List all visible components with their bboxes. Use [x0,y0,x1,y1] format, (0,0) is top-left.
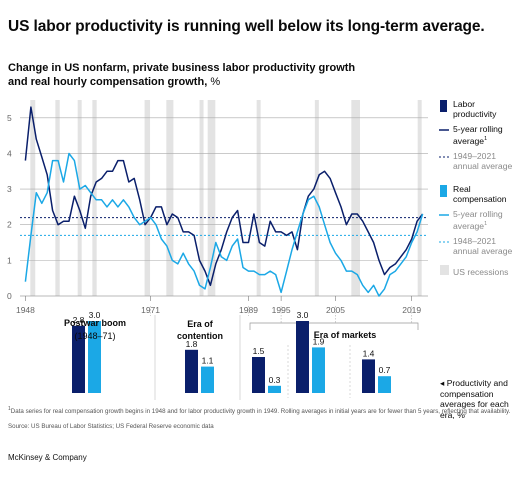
era-bar-contention-compensation [201,366,214,393]
legend-comp-avg-sup: 1 [484,221,488,227]
legend-labor-heading: Labor productivity [453,99,496,119]
era-value-label-markets3-1: 0.7 [379,365,391,375]
era-bar-charts: 2.8 3.0 1.8 1.1 1.5 0.3 3.0 1.9 1.4 0.7 [72,306,419,400]
legend-comp-heading-line1: Real [453,184,471,194]
era-bar-markets3-productivity [362,359,375,393]
era-contention-line1: Era of [187,319,213,329]
legend-swatches [439,100,449,275]
era-postwar-range: (1948–71) [74,331,116,341]
era-postwar-title: Postwar boom [63,318,126,328]
legend-comp-avg-line2: average [453,220,485,231]
era-value-label-markets2-0: 3.0 [297,310,309,320]
legend-labor-heading-line1: Labor [453,99,475,109]
recession-band-8 [256,100,261,296]
recession-band-5 [166,100,174,296]
era-value-label-postwar-0: 2.8 [73,315,85,325]
y-tick-label-5: 5 [7,113,12,123]
recession-band-2 [77,100,82,296]
chart-title: US labor productivity is running well be… [8,18,485,35]
era-value-label-markets3-0: 1.4 [363,348,375,358]
chart-subtitle-line1: Change in US nonfarm, private business l… [8,62,356,74]
y-tick-label-3: 3 [7,184,12,194]
legend-labor-avg-line2: average [453,135,485,146]
era-value-label-contention-0: 1.8 [186,339,198,349]
legend-comp-ref-line1: 1948–2021 [453,236,497,246]
era-bar-markets1-compensation [268,385,281,393]
legend-comp-heading-line2: compensation [453,194,507,204]
legend-labor-avg: 5-year rolling average1 [453,124,503,146]
y-tick-label-2: 2 [7,220,12,230]
legend-labor-ref: 1949–2021 annual average [453,151,512,171]
legend-comp-ref-line2: annual average [453,246,513,256]
y-tick-label-1: 1 [7,255,12,265]
recession-band-4 [144,100,151,296]
era-value-label-markets2-1: 1.9 [313,336,325,346]
era-bar-markets1-productivity [252,357,265,393]
legend-swatch-compensation [440,185,447,197]
legend-swatch-recession [440,265,449,275]
chart-subtitle-line2: and real hourly compensation growth, % [8,76,220,88]
era-bar-markets2-compensation [312,347,325,393]
y-tick-label-0: 0 [7,291,12,301]
legend-comp-avg: 5-year rolling average1 [453,209,503,231]
era-bar-markets3-compensation [378,376,391,393]
legend-recessions: US recessions [453,267,509,277]
era-value-label-markets1-1: 0.3 [269,375,281,385]
recession-band-10 [351,100,360,296]
era-markets-title: Era of markets [313,330,377,340]
y-axis-ticks: 0 1 2 3 4 5 [7,113,12,301]
legend-comp-heading: Real compensation [453,184,507,204]
legend-comp-ref: 1948–2021 annual average [453,236,512,256]
x-axis-ticks: 1948 1971 1989 1995 2005 2019 [16,296,421,315]
era-value-label-contention-1: 1.1 [202,356,214,366]
recession-band-9 [314,100,319,296]
era-value-label-markets1-0: 1.5 [253,346,265,356]
era-contention-line2: contention [177,331,223,341]
legend-swatch-productivity [440,100,447,112]
recession-band-1 [55,100,60,296]
legend-labor-avg-line2-wrap: average1 [453,134,503,146]
legend-labor-avg-sup: 1 [484,136,488,142]
y-tick-label-4: 4 [7,148,12,158]
source-note: Source: US Bureau of Labor Statistics; U… [8,423,214,430]
recession-bands [30,100,422,296]
era-contention-title: Era of contention [160,318,240,342]
era-bar-markets2-productivity [296,321,309,393]
subtitle-text: and real hourly compensation growth, [8,76,208,88]
era-value-label-postwar-1: 3.0 [89,310,101,320]
legend-labor-avg-line1: 5-year rolling [453,124,503,134]
brand-logo-text: McKinsey & Company [8,453,87,462]
series-line-compensation [24,152,424,297]
legend-comp-avg-line2-wrap: average1 [453,219,503,231]
footnote-text: Data series for real compensation growth… [10,408,511,416]
legend-comp-avg-line1: 5-year rolling [453,209,503,219]
legend-labor-ref-line1: 1949–2021 [453,151,497,161]
era-side-note: ◂ Productivity and compensation averages… [440,378,509,420]
recession-band-7 [207,100,216,296]
line-series [24,106,424,297]
legend-labor-ref-line2: annual average [453,161,513,171]
recession-band-0 [30,100,36,296]
footnote-sup: 1 [8,406,11,412]
footnote: 1Data series for real compensation growt… [8,405,513,416]
era-bar-postwar-compensation [88,321,101,393]
x-tick-label-1948: 1948 [16,305,35,315]
era-bar-postwar-productivity [72,325,85,393]
era-bar-contention-productivity [185,349,198,393]
subtitle-unit: % [210,76,221,88]
legend-labor-heading-line2: productivity [453,109,497,119]
recession-band-6 [199,100,204,296]
era-markets-bracket [249,322,419,330]
recession-band-11 [417,100,422,296]
